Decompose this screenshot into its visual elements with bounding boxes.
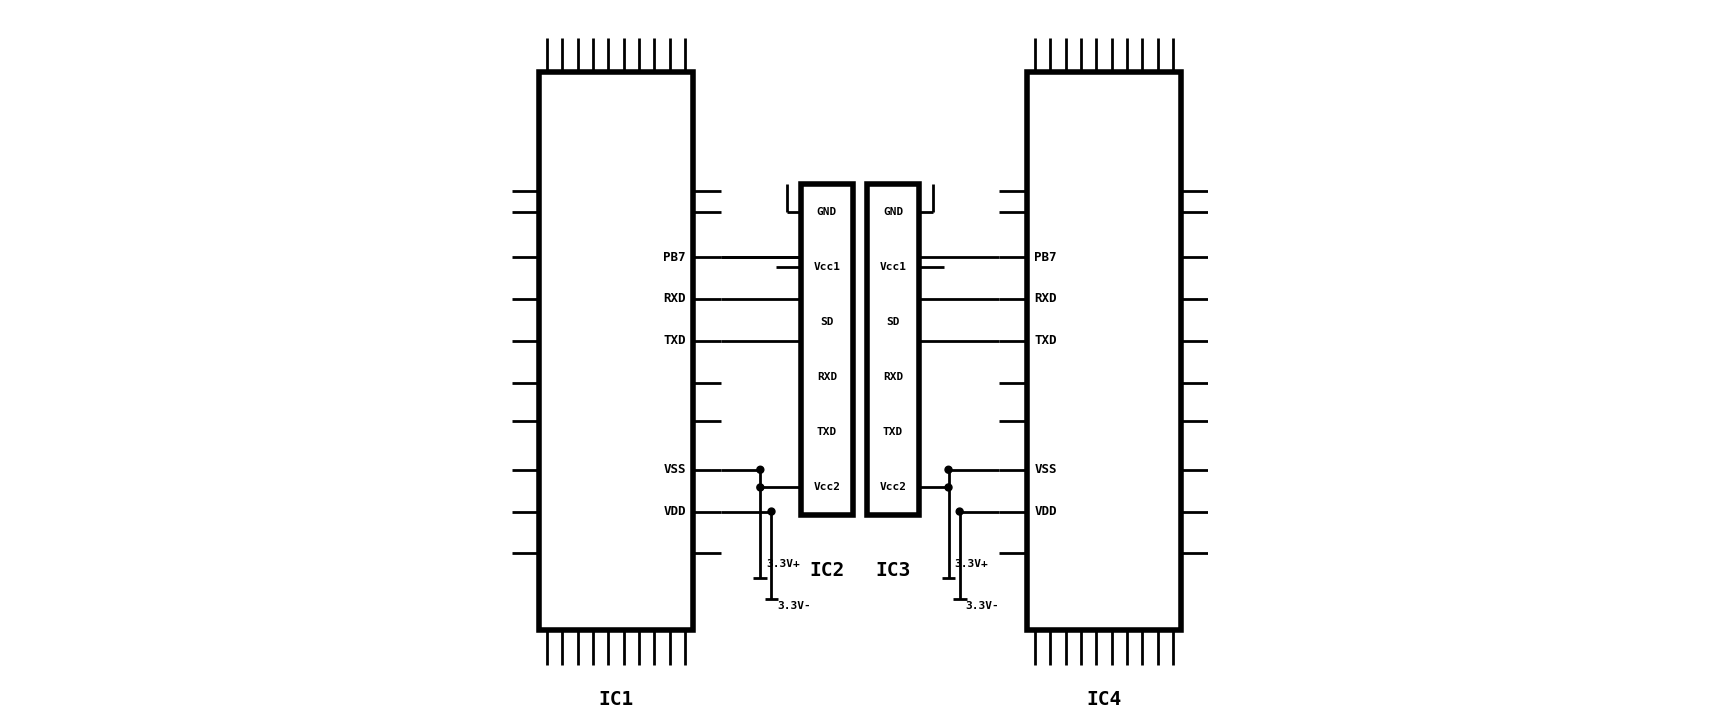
Text: PB7: PB7 [1034,251,1056,263]
Text: 3.3V+: 3.3V+ [955,559,987,569]
Circle shape [769,508,776,515]
Text: Vcc1: Vcc1 [879,262,906,272]
Text: IC2: IC2 [810,561,845,580]
Text: IC4: IC4 [1087,690,1121,709]
Text: VSS: VSS [664,464,686,476]
Text: RXD: RXD [664,293,686,305]
Circle shape [944,484,951,491]
Text: VDD: VDD [664,505,686,518]
Text: IC1: IC1 [599,690,633,709]
Text: PB7: PB7 [664,251,686,263]
Text: 3.3V+: 3.3V+ [765,559,800,569]
Text: SD: SD [886,317,900,327]
Text: RXD: RXD [817,372,838,382]
Text: RXD: RXD [1034,293,1056,305]
Bar [802,184,853,515]
Circle shape [757,484,764,491]
Text: VSS: VSS [1034,464,1056,476]
Text: 3.3V-: 3.3V- [965,601,999,611]
Circle shape [944,466,951,473]
Text: GND: GND [817,206,838,216]
Text: TXD: TXD [1034,335,1056,347]
Text: RXD: RXD [882,372,903,382]
Bar [1027,73,1180,630]
Text: TXD: TXD [882,427,903,437]
Text: IC3: IC3 [875,561,910,580]
Text: VDD: VDD [1034,505,1056,518]
Text: TXD: TXD [817,427,838,437]
Text: SD: SD [820,317,834,327]
Circle shape [757,466,764,473]
Text: GND: GND [882,206,903,216]
Text: Vcc1: Vcc1 [814,262,841,272]
Text: 3.3V-: 3.3V- [777,601,810,611]
Text: Vcc2: Vcc2 [879,483,906,493]
Text: Vcc2: Vcc2 [814,483,841,493]
Bar [867,184,918,515]
Bar [540,73,693,630]
Text: TXD: TXD [664,335,686,347]
Circle shape [956,508,963,515]
